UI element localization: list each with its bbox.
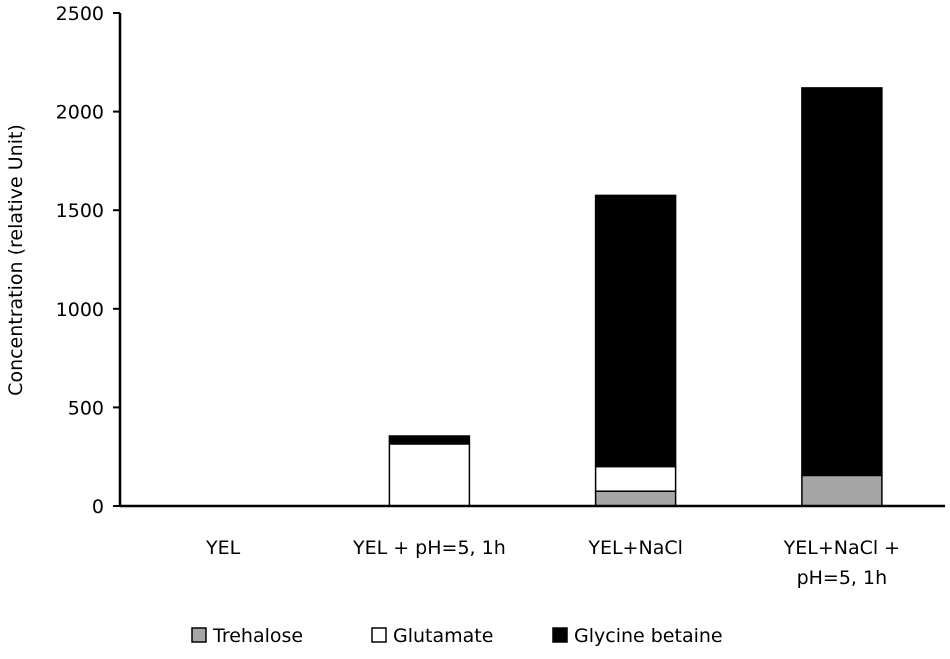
x-category-label: YEL	[205, 537, 241, 559]
legend: Trehalose Glutamate Glycine betaine	[191, 625, 723, 647]
bar-segment-trehalose-2	[594, 490, 677, 507]
y-axis-title: Concentration (relative Unit)	[5, 124, 27, 396]
y-tick-label: 0	[92, 496, 104, 518]
legend-swatch-glycine-betaine	[552, 627, 568, 643]
y-tick-label: 1500	[56, 200, 104, 222]
y-tick-label: 2500	[56, 3, 104, 25]
bars-group	[388, 87, 883, 507]
y-tick-label: 500	[68, 397, 104, 419]
legend-swatch-trehalose	[191, 627, 207, 643]
legend-label-trehalose: Trehalose	[212, 625, 303, 647]
legend-swatch-glutamate	[371, 627, 387, 643]
x-category-label: YEL+NaCl +	[783, 537, 900, 559]
bar-segment-glutamate-1	[388, 443, 471, 507]
bar-segment-glycine-betaine-1	[388, 435, 471, 445]
bar-segment-trehalose-3	[801, 474, 883, 507]
x-category-label: YEL+NaCl	[587, 537, 683, 559]
y-tick-label: 2000	[56, 102, 104, 124]
x-category-label: pH=5, 1h	[797, 567, 888, 589]
y-tick-label: 1000	[56, 299, 104, 321]
axes-group	[118, 13, 945, 508]
category-labels-group: YEL YEL + pH=5, 1h YEL+NaCl YEL+NaCl + pH=5,…	[205, 537, 900, 589]
bar-segment-glycine-betaine-3	[801, 87, 883, 477]
x-category-label: YEL + pH=5, 1h	[352, 537, 506, 559]
bar-segment-glutamate-2	[594, 465, 677, 492]
legend-label-glycine-betaine: Glycine betaine	[574, 625, 723, 647]
bar-segment-glycine-betaine-2	[594, 194, 677, 468]
legend-label-glutamate: Glutamate	[393, 625, 493, 647]
y-ticks-group: 0 500 1000 1500 2000 2500	[56, 3, 120, 518]
